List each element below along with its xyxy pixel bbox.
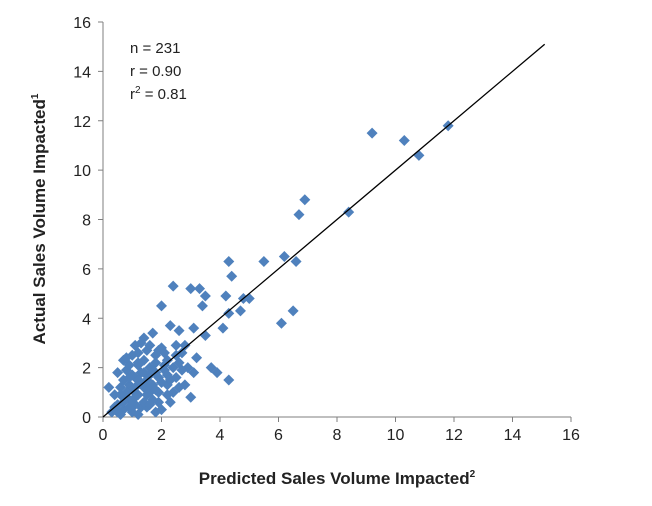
data-point [164,320,176,332]
stat-n: n = 231 [130,40,180,57]
data-point [199,290,211,302]
stats-annotation: n = 231 r = 0.90 r2 = 0.81 [130,40,187,103]
data-point [194,283,206,295]
data-point [132,374,144,386]
y-tick-label: 4 [82,311,91,328]
data-point [156,376,167,388]
data-point [413,149,425,161]
data-point [156,300,167,312]
data-point [299,194,311,206]
data-point [170,339,182,351]
data-point [156,342,167,354]
data-point [223,255,235,267]
data-point [132,409,144,421]
data-point [103,381,115,393]
data-point [153,386,165,398]
x-tick-label: 10 [387,427,405,444]
data-point [138,367,150,379]
y-tick-label: 0 [82,410,91,427]
data-point [398,135,410,146]
x-tick-label: 8 [333,427,342,444]
data-point [150,349,162,361]
x-tick-label: 12 [445,427,463,444]
data-point [161,389,173,401]
data-point [150,406,162,418]
data-point [217,322,229,334]
data-point [234,305,246,317]
x-tick-label: 6 [274,427,283,444]
data-point [129,391,141,403]
data-point [196,300,208,312]
y-axis-title-text: Actual Sales Volume Impacted [30,99,49,344]
data-point [144,399,156,411]
x-tick-label: 0 [99,427,108,444]
data-point [112,406,124,418]
y-tick-label: 2 [82,361,91,378]
data-point [161,369,173,381]
stat-r2-prefix: r [130,86,135,103]
fit-line [102,43,546,418]
y-tick-label: 12 [73,114,91,131]
data-point [120,352,132,364]
data-point [366,127,378,139]
data-point [191,352,203,364]
x-axis-title-text: Predicted Sales Volume Impacted [199,469,470,488]
data-point [290,255,302,267]
y-axis-title: Actual Sales Volume Impacted1 [30,93,49,344]
data-point [117,396,129,408]
x-tick-label: 2 [157,427,166,444]
data-point [226,270,238,282]
data-point [293,209,305,221]
data-point [343,206,355,218]
x-tick-label: 14 [504,427,522,444]
data-point [185,391,197,403]
y-tick-label: 16 [73,15,91,32]
stat-r2-superscript: 2 [135,85,141,96]
y-ticks: 0 2 4 6 8 10 12 14 16 [73,15,103,427]
data-point [220,290,232,302]
y-tick-label: 6 [82,262,91,279]
data-point [223,307,235,319]
data-point [123,372,135,383]
data-point [135,337,147,349]
data-point [185,283,197,295]
data-point [144,339,156,351]
data-point [205,362,217,374]
stat-r-squared: r2 = 0.81 [130,85,187,103]
data-point [258,255,270,267]
stat-r: r = 0.90 [130,63,181,80]
x-tick-label: 4 [216,427,225,444]
data-point [223,374,235,386]
data-point [141,381,153,393]
data-point [278,251,290,263]
data-point [147,327,159,339]
data-point [275,317,287,329]
data-points [103,120,454,421]
data-point [109,389,121,401]
y-tick-label: 14 [73,64,91,81]
y-tick-label: 10 [73,163,91,180]
x-tick-label: 16 [562,427,580,444]
y-axis-title-superscript: 1 [30,93,41,99]
data-point [199,330,211,342]
data-point [179,379,191,391]
data-point [112,367,124,379]
data-point [117,374,129,386]
x-axis-title-superscript: 2 [470,469,476,480]
y-tick-label: 8 [82,213,91,230]
data-point [132,357,144,369]
x-axis-title: Predicted Sales Volume Impacted2 [199,469,476,488]
data-point [173,325,185,337]
stat-r2-suffix: = 0.81 [141,86,187,103]
x-ticks: 0 2 4 6 8 10 12 14 16 [99,417,580,444]
data-point [167,280,179,292]
data-point [167,362,179,374]
data-point [188,322,200,334]
data-point [287,305,299,317]
